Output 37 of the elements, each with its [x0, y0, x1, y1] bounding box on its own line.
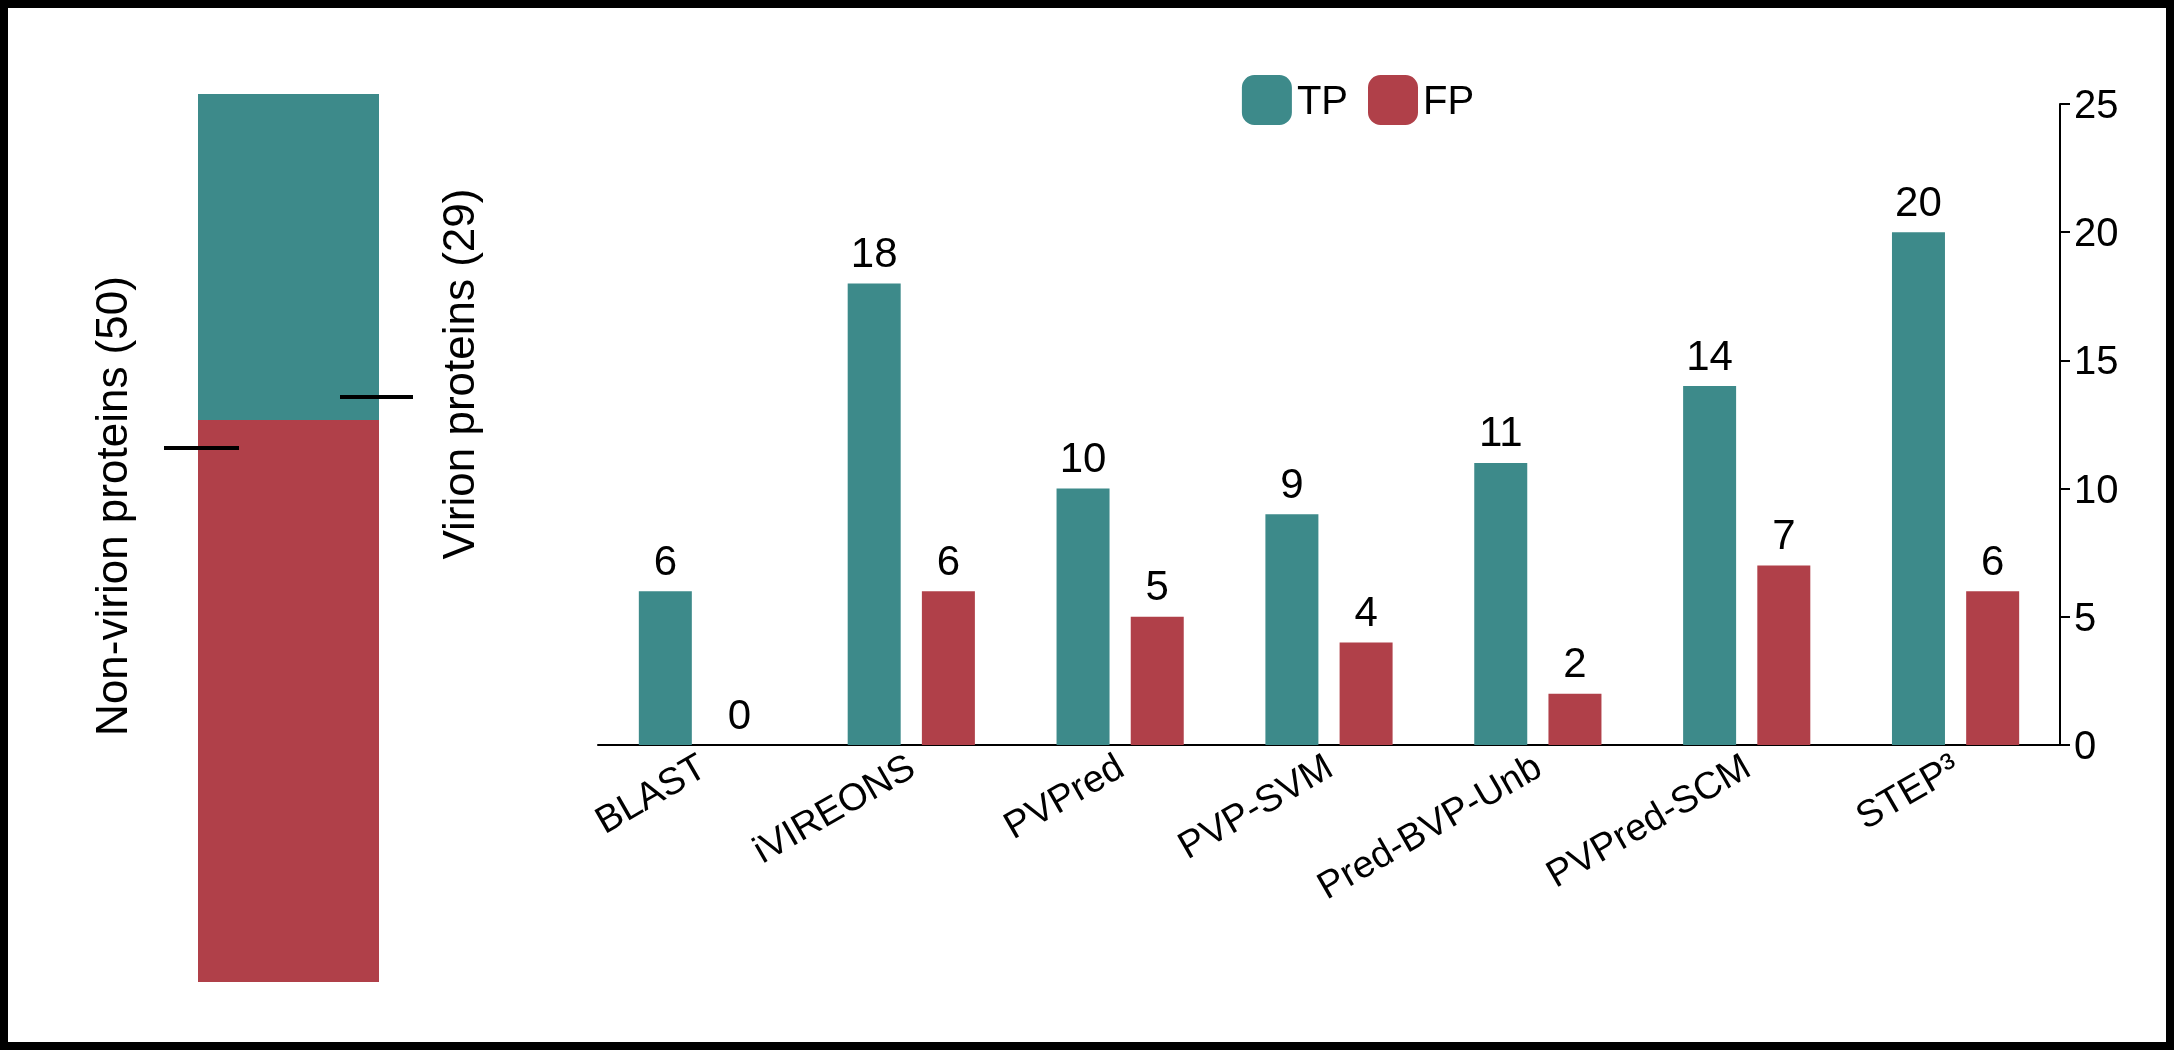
- data-label: 11: [1478, 408, 1523, 456]
- bar: [1548, 693, 1602, 745]
- bar: [1474, 462, 1528, 745]
- y-tick-label: 15: [2074, 338, 2119, 383]
- bar: [1891, 232, 1945, 745]
- y-tick-label: 25: [2074, 82, 2119, 126]
- text: Non-virion proteins (50): [86, 276, 136, 736]
- data-label: 20: [1895, 177, 1942, 225]
- y-tick-label: 5: [2074, 594, 2097, 639]
- bar: [1966, 591, 2020, 745]
- bar: [1265, 514, 1319, 745]
- data-label: 5: [1145, 562, 1169, 610]
- legend-label: FP: [1423, 78, 1475, 122]
- text: Virion proteins (29): [433, 188, 483, 560]
- bar: [1056, 488, 1110, 745]
- data-label: 6: [936, 536, 961, 584]
- bar: [921, 591, 975, 745]
- data-label: 6: [1980, 536, 2005, 584]
- bar: [847, 283, 901, 745]
- bar: [1339, 642, 1393, 745]
- legend-label: TP: [1296, 78, 1349, 122]
- bar: [1130, 616, 1184, 745]
- bar: [638, 591, 692, 745]
- y-tick-label: 10: [2074, 466, 2119, 511]
- y-tick-label: 20: [2074, 210, 2119, 255]
- bar: [1683, 386, 1737, 745]
- data-label: 14: [1686, 331, 1733, 379]
- data-label: 7: [1772, 511, 1796, 559]
- data-label: 4: [1354, 587, 1378, 635]
- data-label: 9: [1280, 459, 1304, 507]
- data-label: 10: [1059, 434, 1107, 482]
- bar: [1757, 565, 1811, 745]
- data-label: 2: [1563, 639, 1587, 687]
- data-label: 6: [653, 536, 678, 584]
- data-label: 0: [727, 690, 752, 738]
- data-label: 18: [850, 228, 898, 276]
- y-tick-label: 0: [2074, 723, 2097, 767]
